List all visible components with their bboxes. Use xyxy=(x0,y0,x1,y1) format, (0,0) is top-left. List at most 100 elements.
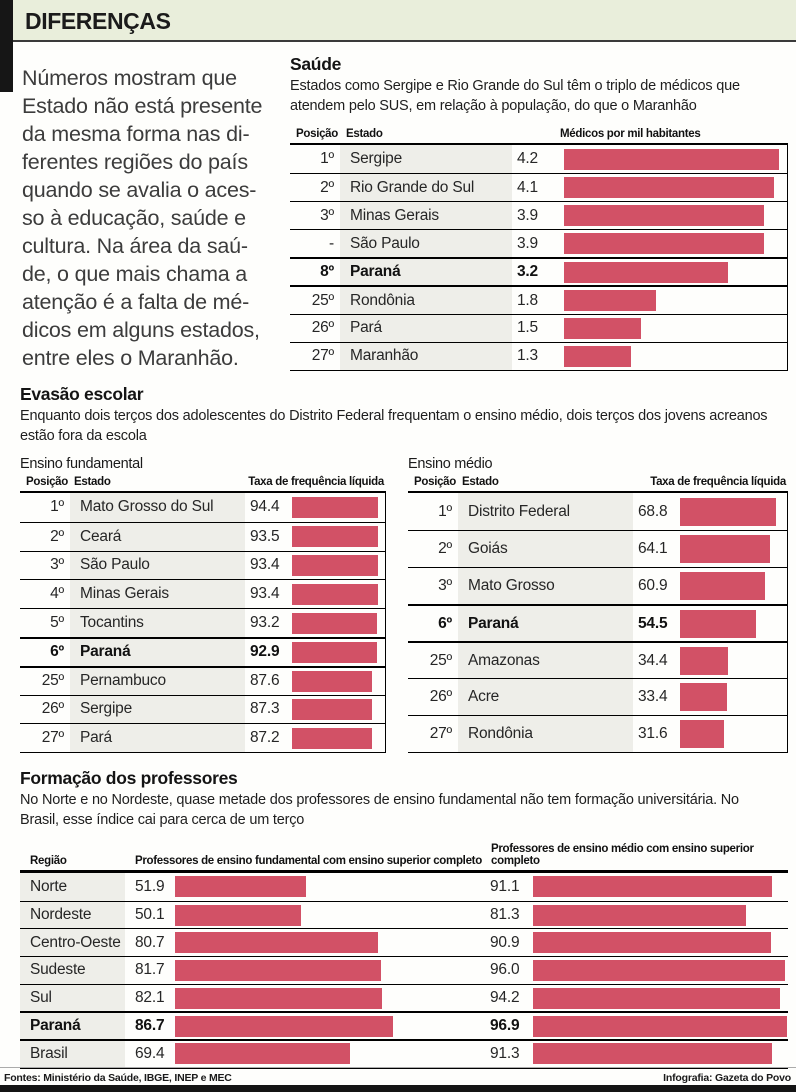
fundamental-value-cell: 50.1 xyxy=(135,906,165,924)
value-cell: 3.2 xyxy=(517,263,538,281)
medio-value-cell: 81.3 xyxy=(490,906,520,924)
position-cell: 27º xyxy=(429,725,453,742)
position-cell: 25º xyxy=(41,672,65,690)
state-cell: São Paulo xyxy=(70,551,245,580)
fundamental-value-bar xyxy=(175,932,379,954)
table-row: 25º Rondônia 1.8 xyxy=(290,285,787,314)
value-cell: 87.6 xyxy=(250,672,280,690)
state-cell: Pernambuco xyxy=(70,667,245,695)
header-accent-bar xyxy=(0,0,13,92)
medio-bar-track xyxy=(533,957,788,984)
sources-credit: Fontes: Ministério da Saúde, IBGE, INEP … xyxy=(4,1072,232,1084)
table-row: 27º Rondônia 31.6 xyxy=(408,715,787,752)
value-cell: 4.1 xyxy=(517,178,538,196)
bar-track xyxy=(564,343,787,370)
value-cell: 33.4 xyxy=(638,688,668,705)
bar-track xyxy=(680,716,787,752)
fundamental-bar-track xyxy=(175,957,395,984)
value-bar xyxy=(680,572,766,600)
position-cell: 2º xyxy=(50,527,64,545)
bar-track xyxy=(292,523,385,551)
value-bar xyxy=(292,583,378,605)
fundamental-value-cell: 81.7 xyxy=(135,961,165,979)
state-cell: Sergipe xyxy=(340,145,512,174)
value-cell: 4.2 xyxy=(517,150,538,168)
state-cell: Tocantins xyxy=(70,609,245,637)
region-cell: Sudeste xyxy=(20,957,125,984)
value-cell: 1.3 xyxy=(517,347,538,365)
value-bar xyxy=(292,612,378,634)
value-cell: 3.9 xyxy=(517,206,538,224)
value-bar xyxy=(292,698,372,720)
col-header-taxa: Taxa de frequência líquida xyxy=(650,476,786,488)
table-row: 27º Pará 87.2 xyxy=(20,723,385,753)
bar-track xyxy=(680,606,787,641)
position-cell: 8º xyxy=(320,263,334,281)
value-cell: 68.8 xyxy=(638,502,668,520)
medio-value-bar xyxy=(533,876,772,898)
state-cell: Ceará xyxy=(70,522,245,551)
col-header-posicao: Posição xyxy=(26,476,69,488)
state-cell: Sergipe xyxy=(70,695,245,724)
fundamental-value-cell: 82.1 xyxy=(135,989,165,1007)
position-cell: 26º xyxy=(429,688,453,705)
table-row: 3º São Paulo 93.4 xyxy=(20,550,385,580)
bar-track xyxy=(564,202,787,229)
table-ensino-medio: Ensino médio Posição Estado Taxa de freq… xyxy=(408,456,788,753)
medio-value-bar xyxy=(533,932,772,954)
evasao-subtitle: Enquanto dois terços dos adolescentes do… xyxy=(20,408,768,444)
bar-track xyxy=(564,174,787,201)
col-header-prof-medio: Professores de ensino médio com ensino s… xyxy=(491,843,754,867)
medio-value-cell: 90.9 xyxy=(490,933,520,951)
state-cell: Goiás xyxy=(458,531,633,567)
position-cell: 3º xyxy=(320,206,334,224)
state-cell: Distrito Federal xyxy=(458,493,633,530)
col-header-estado: Estado xyxy=(346,128,383,140)
value-bar xyxy=(564,148,780,170)
table-ensino-fundamental: Ensino fundamental Posição Estado Taxa d… xyxy=(20,456,386,754)
table-row: 5º Tocantins 93.2 xyxy=(20,608,385,637)
fundamental-value-bar xyxy=(175,876,306,898)
table-row: Norte 51.9 91.1 xyxy=(20,873,788,901)
position-cell: 6º xyxy=(438,614,452,632)
fundamental-value-cell: 69.4 xyxy=(135,1044,165,1062)
value-cell: 1.8 xyxy=(517,291,538,309)
state-cell: Paraná xyxy=(70,638,245,666)
page-title: DIFERENÇAS xyxy=(25,8,171,34)
state-cell: Maranhão xyxy=(340,342,512,370)
position-cell: 1º xyxy=(438,502,452,520)
bar-track xyxy=(564,145,787,173)
value-cell: 3.9 xyxy=(517,234,538,252)
value-bar xyxy=(564,345,631,367)
bar-track xyxy=(564,315,787,342)
value-cell: 93.2 xyxy=(250,614,280,632)
position-cell: 27º xyxy=(41,729,65,747)
value-bar xyxy=(680,683,727,711)
table-row: Sudeste 81.7 96.0 xyxy=(20,956,788,984)
value-bar xyxy=(564,317,641,339)
medio-table-rows: 1º Distrito Federal 68.8 2º Goiás 64.1 3… xyxy=(408,493,788,753)
bottom-rule xyxy=(0,1085,796,1092)
bar-track xyxy=(564,287,787,313)
value-cell: 93.5 xyxy=(250,527,280,545)
value-cell: 1.5 xyxy=(517,319,538,337)
position-cell: 1º xyxy=(50,498,64,516)
bar-track xyxy=(680,643,787,678)
bar-track xyxy=(292,552,385,580)
value-bar xyxy=(564,177,775,199)
table-row: 2º Ceará 93.5 xyxy=(20,521,385,551)
table-row: Sul 82.1 94.2 xyxy=(20,983,788,1012)
value-cell: 87.3 xyxy=(250,700,280,718)
table-row: 1º Mato Grosso do Sul 94.4 xyxy=(20,493,385,522)
table-row: 2º Rio Grande do Sul 4.1 xyxy=(290,173,787,202)
position-cell: 5º xyxy=(50,614,64,632)
state-cell: Mato Grosso do Sul xyxy=(70,493,245,522)
table-row: - São Paulo 3.9 xyxy=(290,229,787,258)
value-cell: 54.5 xyxy=(638,614,668,632)
medio-bar-track xyxy=(533,1013,788,1039)
medio-value-cell: 96.0 xyxy=(490,961,520,979)
table-row: 8º Paraná 3.2 xyxy=(290,257,787,286)
table-row: 6º Paraná 92.9 xyxy=(20,636,385,666)
value-bar xyxy=(680,646,729,675)
formacao-table-rows: Norte 51.9 91.1 Nordeste 50.1 81.3 Centr… xyxy=(20,873,788,1069)
